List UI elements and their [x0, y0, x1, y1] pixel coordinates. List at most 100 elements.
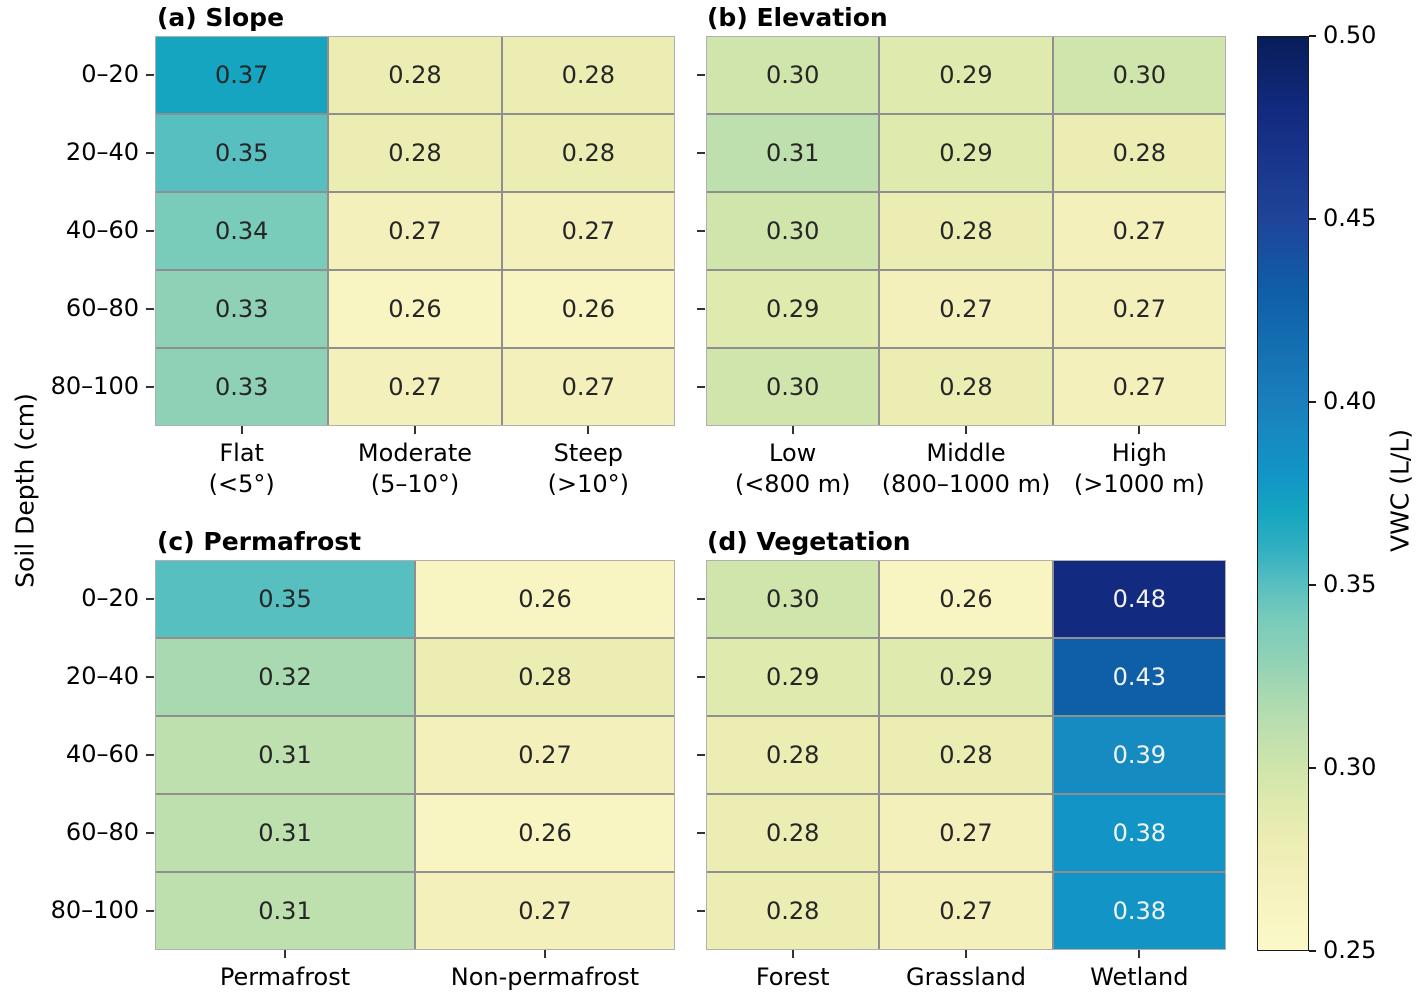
heatmap-cell: 0.27	[416, 873, 674, 949]
heatmap-cell: 0.32	[156, 639, 414, 715]
heatmap-cell: 0.30	[1053, 37, 1225, 113]
x-tick-mark	[240, 426, 243, 434]
x-tick-mark	[965, 950, 967, 958]
panel-a-title: (a) Slope	[157, 3, 285, 32]
y-tick-mark	[146, 598, 154, 600]
heatmap-cell: 0.28	[329, 115, 501, 191]
x-tick-mark	[587, 426, 590, 434]
y-tick-mark	[146, 152, 154, 154]
colorbar-tick-mark	[1309, 35, 1316, 37]
heatmap-cell: 0.43	[1053, 639, 1225, 715]
y-tick-mark	[146, 754, 154, 756]
heatmap-cell: 0.28	[502, 115, 674, 191]
colorbar-tick-label: 0.30	[1323, 753, 1377, 781]
col-tick-label: Wetland	[1090, 963, 1189, 991]
y-tick-mark	[146, 74, 154, 76]
row-tick-label: 60–80	[65, 818, 139, 846]
x-tick-mark	[965, 426, 967, 434]
col-tick-label: Grassland	[906, 963, 1026, 991]
colorbar-tick-label: 0.45	[1323, 204, 1377, 232]
y-tick-mark	[146, 230, 154, 232]
heatmap-cell: 0.38	[1053, 873, 1225, 949]
heatmap-cell: 0.37	[156, 37, 328, 113]
row-tick-label: 40–60	[65, 740, 139, 768]
y-tick-mark	[146, 676, 154, 678]
y-tick-mark	[697, 832, 705, 834]
x-tick-mark	[1138, 950, 1141, 958]
col-tick-label: Middle (800–1000 m)	[881, 439, 1051, 498]
heatmap-cell: 0.29	[880, 37, 1052, 113]
heatmap-cell: 0.27	[1053, 271, 1225, 347]
heatmap-cell: 0.31	[707, 115, 879, 191]
x-tick-mark	[791, 426, 794, 434]
heatmap-grid-slope: 0.37 0.28 0.28 0.35 0.28 0.28 0.34 0.27 0.27 0.33…	[155, 36, 675, 426]
y-tick-mark	[697, 598, 705, 600]
heatmap-cell: 0.26	[416, 561, 674, 637]
heatmap-cell: 0.28	[880, 349, 1052, 425]
heatmap-cell: 0.39	[1053, 717, 1225, 793]
heatmap-cell: 0.28	[1053, 115, 1225, 191]
heatmap-cell: 0.35	[156, 115, 328, 191]
heatmap-cell: 0.27	[1053, 349, 1225, 425]
heatmap-cell: 0.27	[880, 271, 1052, 347]
y-tick-mark	[697, 152, 705, 154]
heatmap-cell: 0.26	[502, 271, 674, 347]
heatmap-cell: 0.26	[329, 271, 501, 347]
heatmap-cell: 0.28	[707, 717, 879, 793]
row-tick-label: 20–40	[65, 138, 139, 166]
heatmap-cell: 0.34	[156, 193, 328, 269]
heatmap-cell: 0.28	[707, 795, 879, 871]
row-tick-label: 80–100	[50, 896, 139, 924]
heatmap-grid-elevation: 0.30 0.29 0.30 0.31 0.29 0.28 0.30 0.28 0.27 0.29…	[706, 36, 1226, 426]
heatmap-cell: 0.28	[329, 37, 501, 113]
y-tick-mark	[697, 386, 705, 388]
y-tick-mark	[146, 832, 154, 834]
row-tick-label: 0–20	[81, 584, 139, 612]
heatmap-cell: 0.31	[156, 717, 414, 793]
heatmap-cell: 0.38	[1053, 795, 1225, 871]
y-tick-mark	[697, 74, 705, 76]
col-tick-label: Low (<800 m)	[734, 439, 851, 498]
colorbar-tick-label: 0.40	[1323, 387, 1377, 415]
heatmap-cell: 0.28	[416, 639, 674, 715]
heatmap-cell: 0.29	[707, 271, 879, 347]
heatmap-cell: 0.31	[156, 873, 414, 949]
x-tick-mark	[1138, 426, 1141, 434]
heatmap-cell: 0.30	[707, 193, 879, 269]
heatmap-cell: 0.28	[707, 873, 879, 949]
x-tick-mark	[284, 950, 286, 958]
y-tick-mark	[697, 754, 705, 756]
heatmap-cell: 0.33	[156, 271, 328, 347]
colorbar-tick-mark	[1309, 218, 1316, 220]
x-tick-mark	[544, 950, 546, 958]
col-tick-label: Flat (<5°)	[208, 439, 275, 498]
heatmap-cell: 0.28	[880, 717, 1052, 793]
heatmap-cell: 0.30	[707, 349, 879, 425]
row-tick-label: 60–80	[65, 294, 139, 322]
heatmap-cell: 0.27	[880, 873, 1052, 949]
heatmap-cell: 0.29	[880, 639, 1052, 715]
heatmap-cell: 0.27	[880, 795, 1052, 871]
y-tick-mark	[697, 676, 705, 678]
heatmap-cell: 0.26	[416, 795, 674, 871]
colorbar-gradient	[1257, 36, 1309, 951]
y-tick-mark	[146, 386, 154, 388]
colorbar-tick-mark	[1309, 401, 1316, 403]
y-tick-mark	[146, 910, 154, 912]
col-tick-label: Steep (>10°)	[547, 439, 630, 498]
heatmap-cell: 0.48	[1053, 561, 1225, 637]
panel-b-title: (b) Elevation	[707, 3, 888, 32]
panel-c-title: (c) Permafrost	[157, 527, 362, 556]
heatmap-cell: 0.31	[156, 795, 414, 871]
row-tick-label: 80–100	[50, 372, 139, 400]
col-tick-label: High (>1000 m)	[1073, 439, 1205, 498]
heatmap-cell: 0.27	[1053, 193, 1225, 269]
y-tick-mark	[697, 230, 705, 232]
heatmap-cell: 0.27	[502, 349, 674, 425]
x-tick-mark	[414, 426, 416, 434]
y-tick-mark	[697, 308, 705, 310]
heatmap-grid-permafrost: 0.35 0.26 0.32 0.28 0.31 0.27 0.31 0.26 0.31 0.27	[155, 560, 675, 950]
y-tick-mark	[697, 910, 705, 912]
colorbar-tick-mark	[1309, 950, 1316, 952]
heatmap-cell: 0.28	[880, 193, 1052, 269]
